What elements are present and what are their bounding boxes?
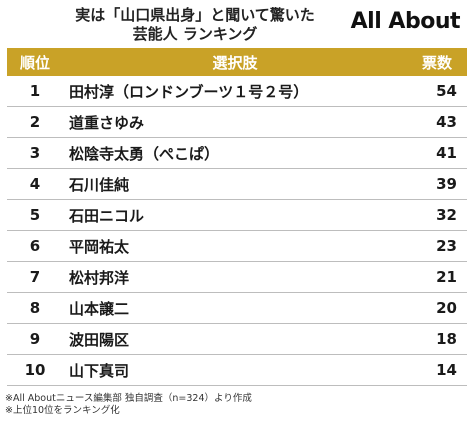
votes-cell: 39 [436,175,457,193]
column-header-votes: 票数 [421,53,452,72]
table-row: 7 松村邦洋 21 [7,262,467,293]
title-line-1: 実は「山口県出身」と聞いて驚いた [75,6,315,24]
name-cell: 松村邦洋 [69,268,130,287]
footer-note-source: ※All Aboutニュース編集部 独自調査（n=324）より作成 [5,393,252,404]
table-row: 3 松陰寺太勇（ぺこぱ） 41 [7,138,467,169]
ranking-table: 順位 選択肢 票数 1 田村淳（ロンドンブーツ１号２号） 54 2 道重さゆみ … [7,48,467,386]
votes-cell: 14 [436,361,457,379]
name-cell: 平岡祐太 [69,237,130,256]
column-header-choice: 選択肢 [212,53,258,72]
rank-cell: 3 [29,144,41,162]
rank-cell: 4 [29,175,41,193]
title-line-2: 芸能人 ランキング [132,25,258,43]
table-row: 2 道重さゆみ 43 [7,107,467,138]
name-cell: 道重さゆみ [69,113,145,132]
rank-cell: 8 [29,299,41,317]
table-row: 1 田村淳（ロンドンブーツ１号２号） 54 [7,76,467,107]
table-row: 10 山下真司 14 [7,355,467,386]
name-cell: 石川佳純 [69,175,130,194]
all-about-logo: All About [350,9,461,34]
column-header-rank: 順位 [19,53,50,72]
name-cell: 石田ニコル [69,206,145,225]
rank-cell: 1 [29,82,41,100]
votes-cell: 43 [436,113,457,131]
table-row: 5 石田ニコル 32 [7,200,467,231]
name-cell: 松陰寺太勇（ぺこぱ） [69,144,220,163]
rank-cell: 9 [29,330,41,348]
table-row: 4 石川佳純 39 [7,169,467,200]
page-title: 実は「山口県出身」と聞いて驚いた 芸能人 ランキング [20,6,370,44]
name-cell: 山本譲二 [69,299,130,318]
votes-cell: 23 [436,237,457,255]
name-cell: 波田陽区 [69,330,130,349]
rank-cell: 5 [29,206,41,224]
table-row: 8 山本譲二 20 [7,293,467,324]
table-row: 9 波田陽区 18 [7,324,467,355]
table-row: 6 平岡祐太 23 [7,231,467,262]
rank-cell: 2 [29,113,41,131]
votes-cell: 54 [436,82,457,100]
rank-cell: 6 [29,237,41,255]
rank-cell: 7 [29,268,41,286]
name-cell: 山下真司 [69,361,130,380]
table-body: 1 田村淳（ロンドンブーツ１号２号） 54 2 道重さゆみ 43 3 松陰寺太勇… [7,76,467,386]
footer-notes: ※All Aboutニュース編集部 独自調査（n=324）より作成 ※上位10位… [5,393,252,417]
name-cell: 田村淳（ロンドンブーツ１号２号） [69,82,309,101]
votes-cell: 41 [436,144,457,162]
votes-cell: 32 [436,206,457,224]
votes-cell: 21 [436,268,457,286]
rank-cell: 10 [24,361,46,379]
footer-note-ranking: ※上位10位をランキング化 [5,405,120,416]
votes-cell: 18 [436,330,457,348]
table-header: 順位 選択肢 票数 [7,48,467,76]
votes-cell: 20 [436,299,457,317]
page-header: 実は「山口県出身」と聞いて驚いた 芸能人 ランキング All About [0,0,474,46]
